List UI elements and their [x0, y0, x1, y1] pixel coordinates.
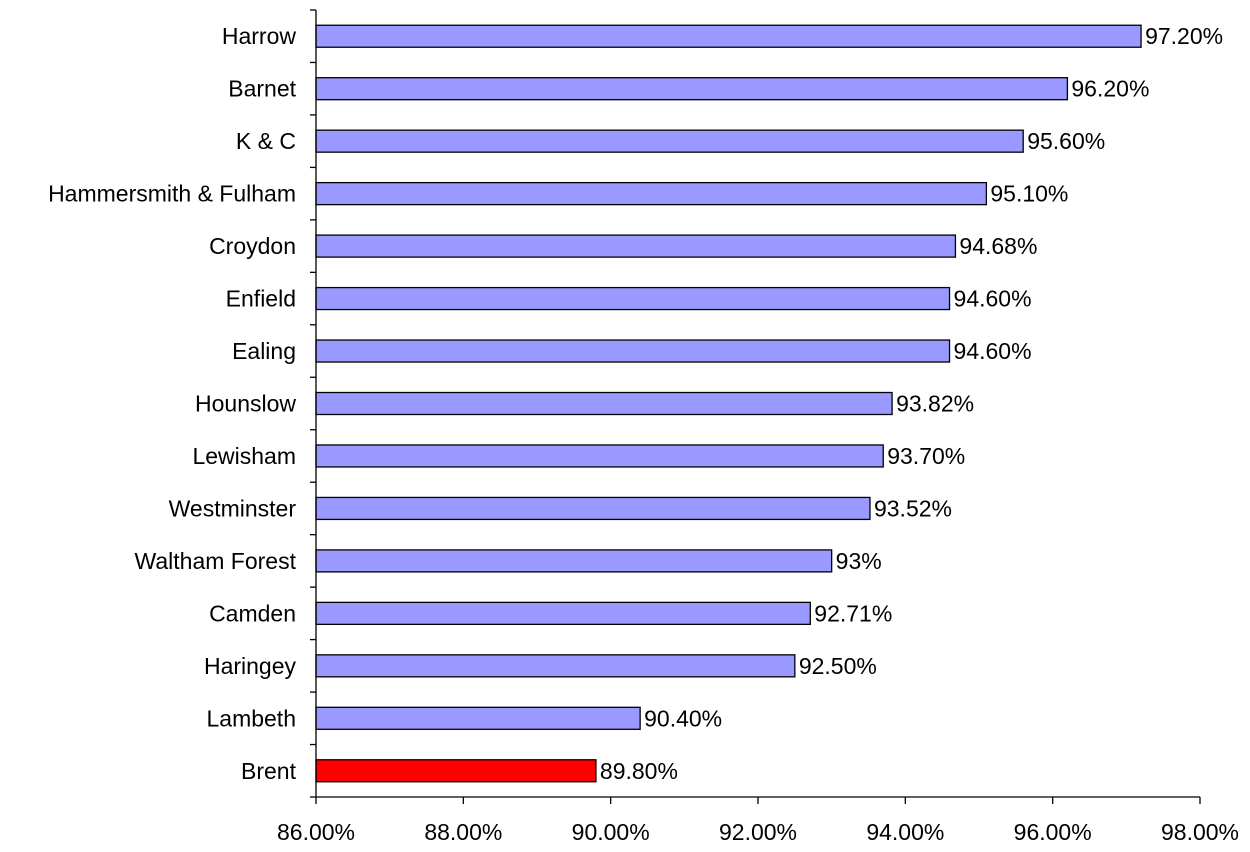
label-group: Harrow 97.20% Barnet 96.20% K & C 95.60% Hamme…: [48, 23, 1239, 845]
bar-k-and-c: [315, 129, 1024, 153]
category-label-hammersmith-and-fulham: Hammersmith & Fulham: [48, 181, 296, 207]
bar-hammersmith-and-fulham: [315, 181, 988, 206]
category-label-barnet: Barnet: [228, 76, 296, 102]
bar-harrow: [315, 24, 1142, 48]
category-label-brent: Brent: [241, 758, 297, 784]
category-label-westminster: Westminster: [169, 495, 297, 521]
bar-haringey: [315, 654, 796, 678]
data-label-ealing: 94.60%: [954, 338, 1032, 364]
data-label-waltham-forest: 93%: [836, 548, 882, 574]
category-label-croydon: Croydon: [209, 233, 296, 259]
bar-barnet: [315, 77, 1069, 101]
data-label-barnet: 96.20%: [1071, 76, 1149, 102]
bar-waltham-forest: [315, 549, 833, 573]
x-tick-label: 96.00%: [1014, 819, 1092, 845]
category-label-enfield: Enfield: [226, 286, 296, 312]
bar-lambeth: [315, 706, 641, 730]
x-tick-label: 90.00%: [572, 819, 650, 845]
category-label-k-and-c: K & C: [236, 128, 296, 154]
category-label-lewisham: Lewisham: [192, 443, 296, 469]
x-tick-label: 98.00%: [1161, 819, 1239, 845]
bar-ealing: [315, 339, 951, 363]
x-tick-label: 94.00%: [866, 819, 944, 845]
data-label-westminster: 93.52%: [874, 495, 952, 521]
category-label-camden: Camden: [209, 600, 296, 626]
axes: [310, 9, 1201, 804]
bar-hounslow: [315, 391, 893, 416]
bar-brent: [315, 759, 597, 783]
x-tick-label: 88.00%: [424, 819, 502, 845]
bar-croydon: [315, 234, 957, 258]
x-tick-label: 86.00%: [277, 819, 355, 845]
data-label-haringey: 92.50%: [799, 653, 877, 679]
data-label-enfield: 94.60%: [954, 286, 1032, 312]
bar-lewisham: [315, 444, 884, 468]
category-label-harrow: Harrow: [222, 23, 297, 49]
category-label-haringey: Haringey: [204, 653, 297, 679]
category-label-ealing: Ealing: [232, 338, 296, 364]
data-label-hounslow: 93.82%: [896, 391, 974, 417]
category-label-lambeth: Lambeth: [206, 705, 296, 731]
category-label-waltham-forest: Waltham Forest: [135, 548, 297, 574]
data-label-croydon: 94.68%: [959, 233, 1037, 259]
bar-enfield: [315, 286, 951, 311]
data-label-k-and-c: 95.60%: [1027, 128, 1105, 154]
data-label-brent: 89.80%: [600, 758, 678, 784]
category-label-hounslow: Hounslow: [195, 391, 296, 417]
data-label-camden: 92.71%: [814, 600, 892, 626]
x-tick-label: 92.00%: [719, 819, 797, 845]
data-label-hammersmith-and-fulham: 95.10%: [990, 181, 1068, 207]
bar-camden: [315, 601, 811, 626]
bar-westminster: [315, 496, 871, 521]
data-label-lambeth: 90.40%: [644, 705, 722, 731]
data-label-harrow: 97.20%: [1145, 23, 1223, 49]
data-label-lewisham: 93.70%: [887, 443, 965, 469]
